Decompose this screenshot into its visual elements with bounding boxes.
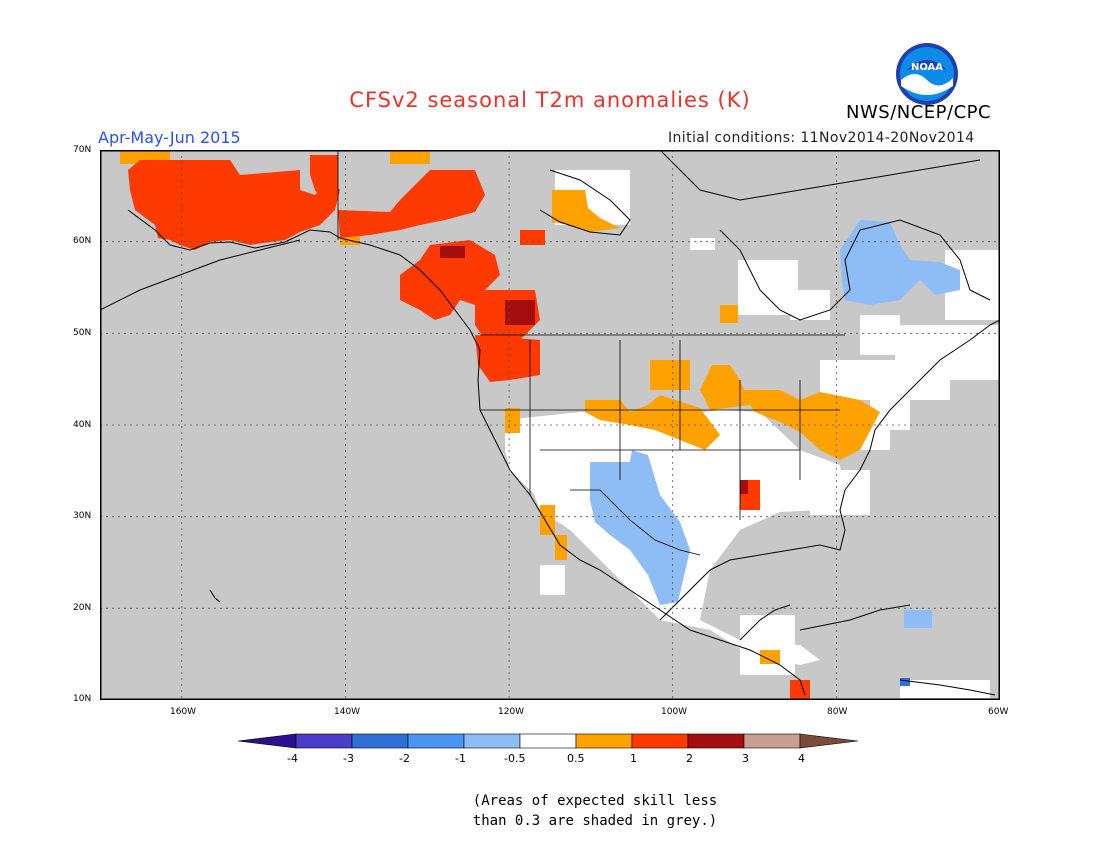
lon-label-80w: 80W xyxy=(827,707,848,717)
colorbar-label: -1 xyxy=(455,752,466,765)
lat-label-50n: 50N xyxy=(73,328,92,338)
colorbar-cell xyxy=(463,733,521,749)
lon-label-100w: 100W xyxy=(661,707,688,717)
colorbar-label: -4 xyxy=(287,752,298,765)
chart-title: CFSv2 seasonal T2m anomalies (K) xyxy=(349,88,751,112)
colorbar-label: -0.5 xyxy=(504,752,526,765)
colorbar-cell xyxy=(743,733,801,749)
colorbar-cell xyxy=(238,733,297,749)
colorbar-label: -3 xyxy=(343,752,354,765)
skill-note-line-1: (Areas of expected skill less xyxy=(472,793,718,809)
colorbar-label: 0.5 xyxy=(567,752,585,765)
colorbar-cell xyxy=(631,733,689,749)
colorbar xyxy=(238,733,859,749)
agency-label: NWS/NCEP/CPC xyxy=(846,102,992,123)
warm-anomaly-regions-moderate xyxy=(128,155,810,700)
cold-anomaly-regions xyxy=(900,678,910,686)
lat-label-20n: 20N xyxy=(73,603,92,613)
logo-text: NOAA xyxy=(911,62,943,73)
warm-anomaly-regions-strong xyxy=(440,246,748,494)
colorbar-cell xyxy=(575,733,633,749)
lon-label-120w: 120W xyxy=(498,707,525,717)
lat-label-60n: 60N xyxy=(73,236,92,246)
lon-label-60w: 60W xyxy=(988,707,1009,717)
colorbar-label: 1 xyxy=(630,752,637,765)
lat-label-70n: 70N xyxy=(73,145,92,155)
colorbar-cell xyxy=(295,733,353,749)
noaa-logo: NOAA xyxy=(896,43,958,105)
warm-anomaly-regions-weak xyxy=(120,150,880,664)
skill-note: (Areas of expected skill less than 0.3 a… xyxy=(460,791,730,831)
initial-conditions-label: Initial conditions: 11Nov2014-20Nov2014 xyxy=(668,130,975,146)
colorbar-label: 4 xyxy=(798,752,805,765)
colorbar-label: 3 xyxy=(742,752,749,765)
colorbar-label: -2 xyxy=(399,752,410,765)
colorbar-cell xyxy=(799,733,859,749)
colorbar-label: 2 xyxy=(686,752,693,765)
gridlines xyxy=(100,150,1000,700)
colorbar-cell xyxy=(687,733,745,749)
lat-label-10n: 10N xyxy=(73,694,92,704)
lon-label-160w: 160W xyxy=(170,707,197,717)
lon-label-140w: 140W xyxy=(334,707,361,717)
lat-label-40n: 40N xyxy=(73,420,92,430)
colorbar-cell xyxy=(351,733,409,749)
anomaly-map xyxy=(100,150,1000,700)
political-borders xyxy=(337,150,845,556)
forecast-period: Apr-May-Jun 2015 xyxy=(98,128,241,147)
skill-note-line-2: than 0.3 are shaded in grey.) xyxy=(472,813,718,829)
lat-label-30n: 30N xyxy=(73,511,92,521)
map-frame xyxy=(100,150,1000,700)
colorbar-cell xyxy=(407,733,465,749)
colorbar-cell xyxy=(519,733,577,749)
